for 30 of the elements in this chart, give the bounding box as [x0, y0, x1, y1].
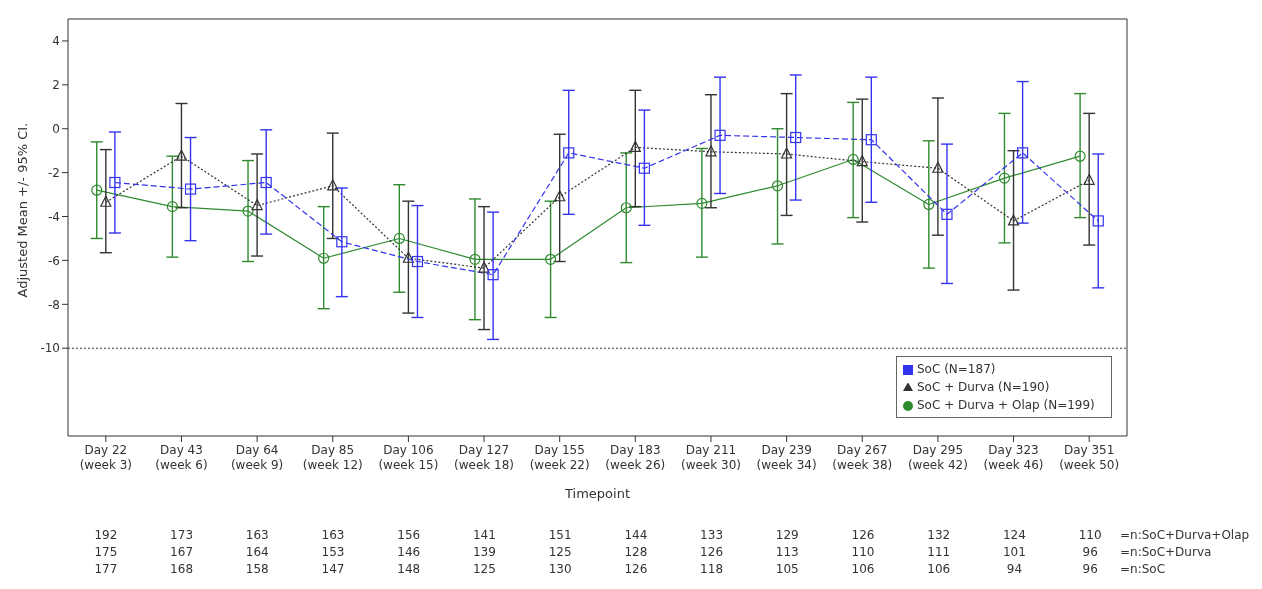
x-tick-label: Day 64 (week 9) [230, 443, 284, 472]
legend-label: SoC (N=187) [917, 362, 996, 376]
text: 175 167 164 153 146 139 125 128 126 113 110 111 101 96 =n:SoC+Durva [94, 545, 1212, 559]
y-tick-label: -2 [48, 165, 60, 180]
y-tick-label: -10 [40, 341, 60, 356]
x-tick-label: Day 351 (week 50) [1059, 443, 1120, 472]
x-tick-label: Day 295 (week 42) [907, 443, 968, 472]
y-tick-label: -4 [48, 209, 60, 224]
x-tick-label: Day 106 (week 15) [378, 443, 439, 472]
x-tick-label: Day 183 (week 26) [605, 443, 666, 472]
x-tick-label: Day 43 (week 6) [155, 443, 208, 472]
y-tick-label: 2 [52, 78, 60, 93]
text: 192 173 163 163 156 141 151 144 133 129 126 132 124 110 =n:SoC+Durva+Olap [94, 528, 1250, 542]
text: 177 168 158 147 148 125 130 126 118 105 106 106 94 96 =n:SoC [94, 562, 1166, 576]
legend-label: SoC + Durva (N=190) [917, 380, 1050, 394]
x-axis-title: Timepoint [564, 486, 630, 501]
y-tick-label: -6 [48, 253, 60, 268]
legend-label: SoC + Durva + Olap (N=199) [917, 398, 1095, 412]
y-tick-label: -8 [48, 297, 60, 312]
x-tick-label: Day 239 (week 34) [756, 443, 817, 472]
x-tick-label: Day 127 (week 18) [454, 443, 515, 472]
x-tick-label: Day 323 (week 46) [983, 443, 1044, 472]
y-axis-title: Adjusted Mean +/- 95% CI. [14, 122, 30, 298]
x-tick-label: Day 267 (week 38) [832, 443, 893, 472]
x-tick-label: Day 22 (week 3) [79, 443, 132, 472]
y-tick-label: 4 [52, 34, 60, 49]
x-tick-label: Day 85 (week 12) [302, 443, 363, 472]
y-tick-label: 0 [52, 122, 60, 136]
x-tick-label: Day 211 (week 30) [680, 443, 741, 472]
x-tick-label: Day 155 (week 22) [529, 443, 590, 472]
